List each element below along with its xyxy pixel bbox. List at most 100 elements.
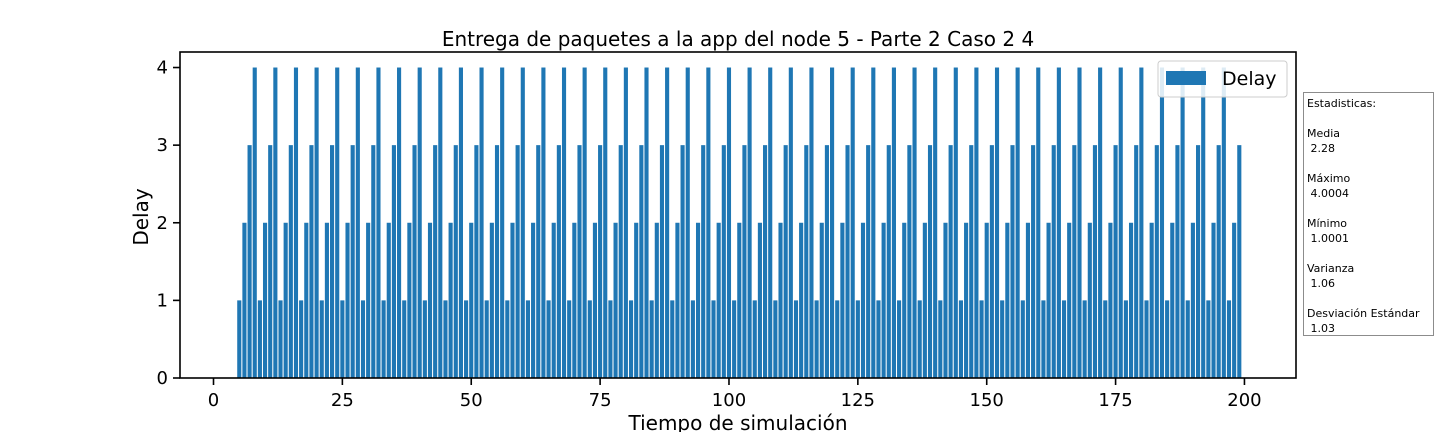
bar [1170, 222, 1175, 378]
bar [768, 67, 773, 379]
bar [1103, 300, 1108, 378]
bar [489, 222, 494, 378]
bar [587, 300, 592, 378]
x-tick-label: 50 [460, 390, 483, 411]
bar [531, 222, 536, 378]
x-tick-label: 150 [970, 390, 1004, 411]
bar [685, 67, 690, 379]
bar [783, 145, 788, 378]
bar [902, 222, 907, 378]
bar [830, 67, 835, 379]
bar [891, 67, 896, 379]
bar [350, 145, 355, 378]
bar [1092, 145, 1098, 378]
bar [262, 222, 268, 378]
bar [850, 67, 855, 379]
bar [763, 145, 768, 378]
bar [598, 145, 603, 378]
bar [649, 300, 654, 378]
bar [1036, 67, 1041, 379]
bar [1041, 300, 1046, 378]
y-axis-label: Delay [129, 188, 153, 246]
bar [814, 300, 819, 378]
bar [242, 222, 247, 378]
bar [1031, 145, 1036, 378]
bar [288, 145, 293, 378]
bar [582, 67, 587, 379]
bar [654, 222, 659, 378]
bar [1118, 67, 1123, 379]
bar [665, 67, 670, 379]
bar [1159, 67, 1165, 379]
bar [912, 67, 917, 379]
bars-group [237, 67, 1242, 379]
bar [639, 145, 644, 378]
bar [1056, 67, 1061, 379]
bar [438, 67, 443, 379]
bar [603, 67, 608, 379]
bar [237, 300, 242, 378]
bar [252, 67, 257, 379]
bar [1077, 67, 1082, 379]
bar [479, 67, 484, 379]
bar [958, 300, 963, 378]
bar [1149, 222, 1154, 378]
bar [1000, 300, 1005, 378]
bar [897, 300, 902, 378]
plot-frame [179, 51, 1297, 379]
bar [314, 67, 319, 379]
bar [793, 300, 799, 378]
stat-mean-value: 2.28 [1307, 142, 1335, 155]
bar [695, 222, 701, 378]
bar [422, 300, 427, 378]
bar [402, 300, 407, 378]
bar [494, 145, 500, 378]
bar [938, 300, 943, 378]
y-tick-label: 4 [157, 58, 168, 79]
bar [319, 300, 324, 378]
y-tick-label: 3 [157, 135, 168, 156]
bar [659, 145, 665, 378]
bar [1072, 145, 1077, 378]
legend-swatch [1166, 71, 1206, 85]
bar [948, 145, 953, 378]
bar [886, 145, 891, 378]
bar [608, 300, 613, 378]
bar [1128, 222, 1134, 378]
bar [561, 67, 567, 379]
bar [386, 222, 391, 378]
x-tick-label: 0 [208, 390, 219, 411]
bar [866, 145, 871, 378]
bar [634, 222, 639, 378]
bar [989, 145, 994, 378]
bar [979, 300, 984, 378]
bar [510, 222, 515, 378]
x-axis-label: Tiempo de simulación [627, 411, 847, 432]
bar [1180, 67, 1185, 379]
bar [994, 67, 1000, 379]
bar [819, 222, 824, 378]
bar [907, 145, 912, 378]
x-tick-label: 25 [331, 390, 354, 411]
bar [1185, 300, 1190, 378]
bar [1232, 222, 1237, 378]
stat-stddev-label: Desviación Estándar [1307, 307, 1420, 320]
bar [299, 300, 304, 378]
bar [412, 145, 417, 378]
legend-label: Delay [1222, 68, 1277, 90]
bar [324, 222, 329, 378]
bar [680, 145, 685, 378]
bar [474, 145, 479, 378]
bar [860, 222, 866, 378]
stat-max-label: Máximo [1307, 172, 1351, 185]
bar [376, 67, 381, 379]
bar [933, 67, 938, 379]
bar [1201, 67, 1206, 379]
bar [1087, 222, 1092, 378]
bar [943, 222, 948, 378]
bar [366, 222, 371, 378]
bar [670, 300, 675, 378]
bar [1134, 145, 1139, 378]
stat-variance-value: 1.06 [1307, 277, 1335, 290]
bar [371, 145, 376, 378]
